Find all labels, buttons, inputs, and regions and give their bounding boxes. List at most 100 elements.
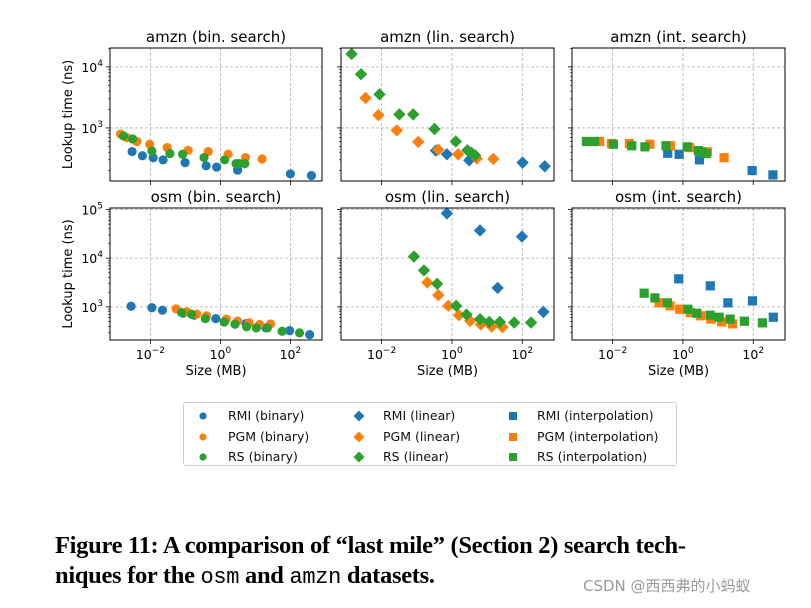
data-point-rmi xyxy=(440,207,454,220)
data-point-rmi xyxy=(285,326,295,336)
plot-area xyxy=(341,208,554,340)
axes-frame xyxy=(340,47,555,182)
subplot-osm-bin-search-: osm (bin. search) 103 104 105 10−2 100 102 Size… xyxy=(61,188,323,379)
subplot-amzn-bin-search-: amzn (bin. search) 103 104 Lookup time (ns) xyxy=(61,28,323,185)
data-point-rmi xyxy=(663,148,673,158)
data-point-rmi xyxy=(723,298,733,308)
data-point-rmi xyxy=(674,274,684,284)
subplot-title: osm (int. search) xyxy=(615,188,742,206)
y-tick-label: 103 xyxy=(81,120,103,136)
x-tick-label: 10−2 xyxy=(367,346,396,362)
legend-circle xyxy=(199,432,207,441)
legend-label: RS (interpolation) xyxy=(537,449,648,464)
axes-frame xyxy=(571,47,786,182)
caption-text: niques for the xyxy=(55,562,201,589)
caption-line-2: niques for the osm and amzn datasets. xyxy=(55,561,686,593)
data-point-rs xyxy=(581,136,592,147)
data-point-rs xyxy=(199,152,209,163)
data-point-rmi xyxy=(201,161,211,171)
legend-marker-circle-icon xyxy=(199,453,207,461)
data-point-rs xyxy=(406,108,420,121)
data-point-rmi xyxy=(305,329,315,340)
data-point-rs xyxy=(608,139,618,149)
data-point-rs xyxy=(650,293,660,303)
data-point-rs xyxy=(640,142,650,152)
x-tick-label: 100 xyxy=(672,346,694,362)
data-point-rmi xyxy=(440,148,454,161)
dataset-name-amzn: amzn xyxy=(289,565,342,590)
data-point-pgm xyxy=(257,154,267,164)
data-point-rmi xyxy=(127,146,137,157)
data-point-rs xyxy=(507,316,521,329)
data-point-rmi xyxy=(147,303,157,313)
data-point-rmi xyxy=(473,224,487,237)
data-point-rmi xyxy=(157,305,167,315)
data-point-rmi xyxy=(306,170,317,181)
subplot-osm-int-search-: osm (int. search) 10−2 100 102 Size (MB) xyxy=(568,188,786,379)
data-point-rmi xyxy=(211,313,221,324)
legend-diamond xyxy=(353,431,365,442)
data-point-rs xyxy=(417,264,431,277)
data-point-rs xyxy=(683,304,693,314)
data-point-rmi xyxy=(180,158,190,168)
data-point-rmi xyxy=(491,281,504,295)
data-point-rs xyxy=(428,122,441,136)
legend-label: RS (binary) xyxy=(228,449,298,464)
data-point-rs xyxy=(639,288,649,298)
data-point-rs xyxy=(230,319,240,329)
x-tick-label: 102 xyxy=(511,346,533,362)
data-point-rs xyxy=(262,323,272,333)
data-point-pgm xyxy=(359,91,372,105)
data-point-rs xyxy=(725,314,735,324)
legend-diamond xyxy=(353,410,365,422)
data-point-pgm xyxy=(719,153,729,163)
y-tick-label: 104 xyxy=(81,59,103,75)
data-point-pgm xyxy=(412,135,425,149)
data-point-rs xyxy=(219,317,229,327)
data-point-rs xyxy=(186,309,197,319)
plot-area xyxy=(572,208,785,340)
data-point-pgm xyxy=(487,152,500,166)
figure-caption: Figure 11: A comparison of “last mile” (… xyxy=(55,531,686,593)
legend-label: PGM (interpolation) xyxy=(537,428,659,444)
y-tick-label: 103 xyxy=(81,299,103,315)
legend-marker-square-icon xyxy=(509,432,517,441)
data-point-rs xyxy=(345,47,358,61)
data-point-pgm xyxy=(432,288,445,302)
data-point-rs xyxy=(460,308,473,321)
legend: RMI (binary) RMI (linear) RMI (interpolati… xyxy=(183,402,677,466)
data-point-rs xyxy=(165,148,175,159)
data-point-pgm xyxy=(654,298,664,308)
data-point-rs xyxy=(757,318,767,328)
subplot-osm-lin-search-: osm (lin. search) 10−2 100 102 Size (MB) xyxy=(337,188,555,379)
data-point-rs xyxy=(241,322,252,332)
data-point-rs xyxy=(407,250,421,263)
y-tick-label: 104 xyxy=(81,250,103,266)
data-point-rmi xyxy=(515,230,529,243)
data-point-pgm xyxy=(421,276,434,289)
data-point-pgm xyxy=(717,317,727,327)
data-point-rmi xyxy=(285,169,295,179)
data-point-rmi xyxy=(137,151,147,161)
data-point-rs xyxy=(294,328,305,338)
data-point-rs xyxy=(493,315,507,329)
legend-marker-circle-icon xyxy=(199,412,207,420)
data-point-rmi xyxy=(694,155,705,165)
data-point-pgm xyxy=(645,139,655,149)
data-point-rmi xyxy=(538,160,551,173)
caption-text: datasets. xyxy=(341,562,435,589)
legend-diamond xyxy=(353,451,365,463)
data-point-rmi xyxy=(768,312,778,322)
data-point-rs xyxy=(220,155,230,165)
data-point-rs xyxy=(473,312,487,326)
caption-text: and xyxy=(239,562,290,589)
data-point-rs xyxy=(373,88,386,101)
x-tick-label: 100 xyxy=(210,346,232,362)
data-point-rs xyxy=(469,149,482,162)
subplot-title: osm (bin. search) xyxy=(151,188,282,206)
data-point-pgm xyxy=(595,136,605,147)
watermark: CSDN @西西弗的小蚂蚁 xyxy=(583,577,751,595)
legend-label: RMI (linear) xyxy=(383,408,456,423)
x-axis-label: Size (MB) xyxy=(417,364,478,379)
data-point-rs xyxy=(739,316,749,326)
